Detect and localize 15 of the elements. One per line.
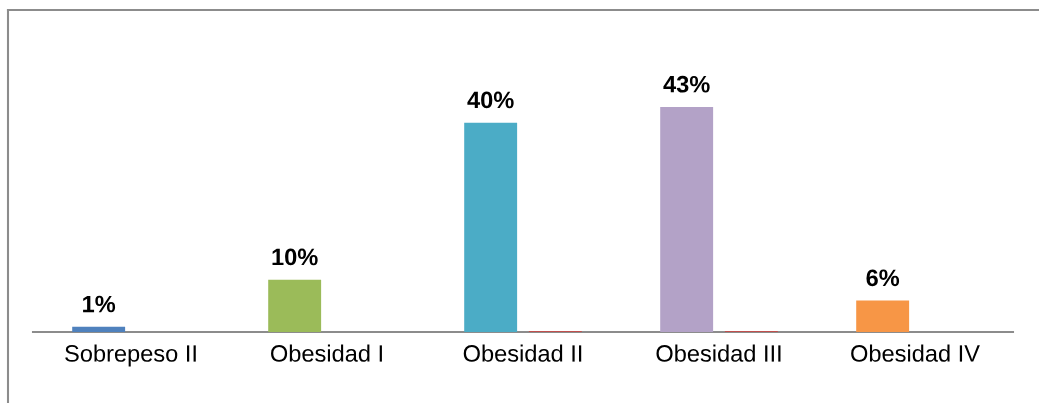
data-label: 10% [272,248,318,266]
data-label: 43% [663,75,710,93]
data-label: 6% [866,269,900,287]
bar [856,300,910,332]
data-label: 40% [467,91,514,109]
x-tick-label: Obesidad III [656,344,781,362]
x-tick-label: Obesidad II [463,344,582,362]
x-tick-label: Obesidad IV [851,344,980,362]
x-tick-label: Sobrepeso II [65,344,196,367]
data-label: 1% [83,295,116,313]
bar [464,122,518,332]
bar [72,326,126,332]
x-tick-label: Obesidad I [271,344,382,362]
bar [660,106,714,332]
bar [268,279,322,332]
